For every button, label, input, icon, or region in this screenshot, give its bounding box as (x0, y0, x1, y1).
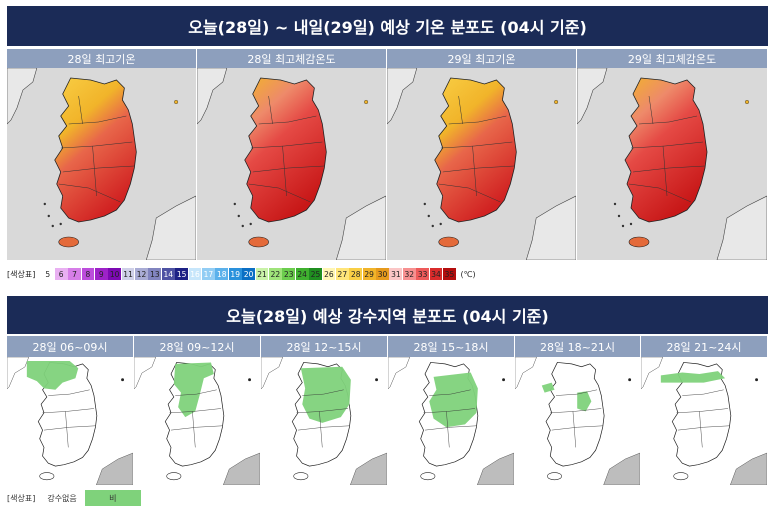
temp-legend-swatch-6: 6 (54, 268, 68, 280)
precipitation-map-svg (515, 357, 640, 485)
no-rain-label: 강수없음 (47, 493, 77, 503)
rain-map-3 (261, 357, 388, 485)
precipitation-map-svg (134, 357, 260, 485)
temp-legend-swatch-35: 35 (443, 268, 456, 280)
temp-legend-swatch-14: 14 (161, 268, 175, 280)
temp-legend-swatch-30: 30 (376, 268, 389, 280)
temp-legend-swatch-32: 32 (402, 268, 416, 280)
temp-legend-swatch-5: 5 (41, 268, 55, 280)
temp-legend-swatch-9: 9 (94, 268, 108, 280)
temperature-legend: [색상표] 5 6 7 8 9 10 11 12 13 14 15 16 17 18 19 20 21 22 23 2… (7, 268, 476, 280)
temperature-map-svg (577, 68, 767, 260)
temp-legend-swatch-12: 12 (135, 268, 148, 280)
temp-legend-swatch-19: 19 (228, 268, 242, 280)
temp-map-4 (577, 68, 768, 260)
temp-map-3 (387, 68, 577, 260)
temperature-title: 오늘(28일) ~ 내일(29일) 예상 기온 분포도 (04시 기준) (188, 18, 587, 37)
precipitation-title: 오늘(28일) 예상 강수지역 분포도 (04시 기준) (226, 307, 549, 326)
temp-legend-swatch-21: 21 (255, 268, 269, 280)
temperature-map-svg (7, 68, 196, 260)
temp-legend-swatch-22: 22 (268, 268, 282, 280)
precipitation-map-svg (641, 357, 767, 485)
temp-legend-swatch-11: 11 (121, 268, 135, 280)
rain-swatch: 비 (84, 490, 141, 506)
rain-panel-header-4: 28일 15~18시 (388, 336, 515, 357)
temp-panel-header-2: 28일 최고체감온도 (197, 49, 387, 68)
precipitation-title-banner: 오늘(28일) 예상 강수지역 분포도 (04시 기준) (7, 296, 768, 334)
temp-panel-header-4: 29일 최고체감온도 (577, 49, 768, 68)
temp-legend-swatch-29: 29 (362, 268, 376, 280)
temperature-map-svg (387, 68, 576, 260)
temp-legend-swatch-10: 10 (108, 268, 122, 280)
rain-map-5 (515, 357, 641, 485)
temperature-title-banner: 오늘(28일) ~ 내일(29일) 예상 기온 분포도 (04시 기준) (7, 6, 768, 46)
precipitation-legend: [색상표] 강수없음 비 (7, 490, 141, 506)
temp-map-1 (7, 68, 197, 260)
temp-panel-header-3: 29일 최고기온 (387, 49, 577, 68)
temp-legend-swatch-26: 26 (322, 268, 336, 280)
temp-legend-swatch-7: 7 (68, 268, 81, 280)
temp-panel-header-1: 28일 최고기온 (7, 49, 197, 68)
temp-legend-swatch-8: 8 (81, 268, 95, 280)
temperature-map-svg (197, 68, 386, 260)
temp-legend-swatch-28: 28 (349, 268, 363, 280)
temp-legend-swatch-24: 24 (295, 268, 309, 280)
temp-legend-swatch-17: 17 (202, 268, 215, 280)
temp-map-2 (197, 68, 387, 260)
rain-panel-header-2: 28일 09~12시 (134, 336, 261, 357)
temp-legend-swatch-20: 20 (242, 268, 255, 280)
rain-map-4 (388, 357, 515, 485)
rain-legend-label: [색상표] (7, 493, 36, 503)
rain-map-6 (641, 357, 768, 485)
rain-map-1 (7, 357, 134, 485)
temp-legend-swatch-23: 23 (282, 268, 296, 280)
temp-legend-swatch-18: 18 (215, 268, 229, 280)
temp-legend-swatch-13: 13 (148, 268, 162, 280)
rain-panel-header-5: 28일 18~21시 (515, 336, 641, 357)
temp-legend-unit: (℃) (460, 269, 476, 279)
temp-legend-swatch-34: 34 (429, 268, 443, 280)
temp-legend-label: [색상표] (7, 269, 36, 279)
temp-legend-swatch-15: 15 (175, 268, 189, 280)
temp-legend-swatch-27: 27 (335, 268, 349, 280)
rain-panel-header-1: 28일 06~09시 (7, 336, 134, 357)
precipitation-map-svg (261, 357, 387, 485)
rain-panel-header-3: 28일 12~15시 (261, 336, 388, 357)
temp-legend-swatches: 5 6 7 8 9 10 11 12 13 14 15 16 17 18 19 20 21 22 23 24 25 26 2… (41, 268, 456, 280)
temp-legend-swatch-16: 16 (188, 268, 202, 280)
temp-legend-swatch-31: 31 (389, 268, 403, 280)
precipitation-map-svg (7, 357, 133, 485)
temp-legend-swatch-25: 25 (309, 268, 322, 280)
temp-legend-swatch-33: 33 (416, 268, 430, 280)
precipitation-map-svg (388, 357, 514, 485)
rain-map-2 (134, 357, 261, 485)
rain-panel-header-6: 28일 21~24시 (641, 336, 768, 357)
